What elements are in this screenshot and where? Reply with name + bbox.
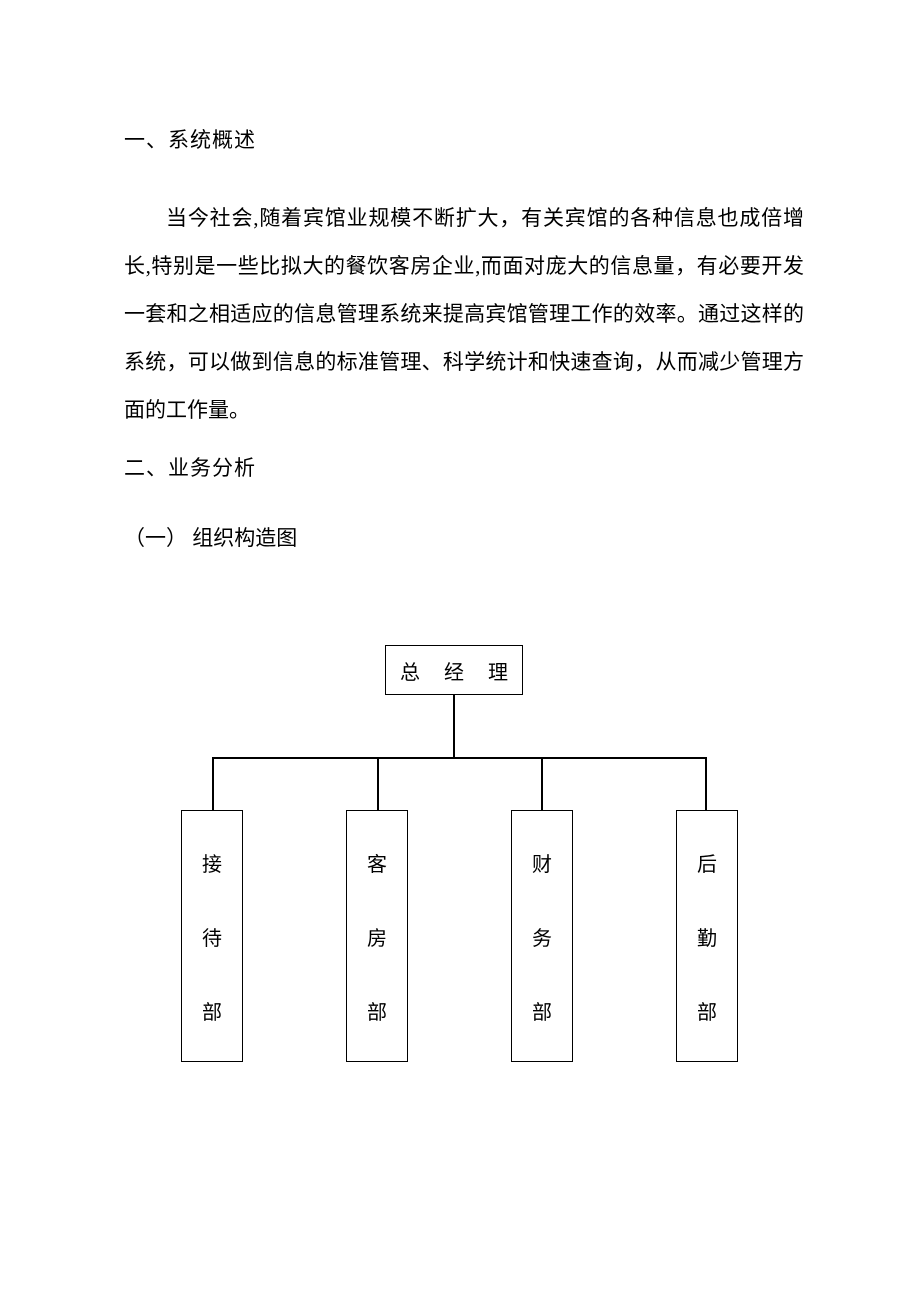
org-child-char: 部 — [697, 996, 717, 1025]
org-child-char: 勤 — [697, 922, 717, 951]
connector-drop-4 — [705, 757, 707, 810]
section-2-sub1: （一） 组织构造图 — [124, 522, 297, 552]
org-root-char-3: 理 — [488, 656, 508, 685]
connector-drop-2 — [377, 757, 379, 810]
section-2-heading: 二、业务分析 — [124, 452, 256, 482]
org-root-char-1: 总 — [400, 656, 420, 685]
org-child-char: 财 — [532, 848, 552, 877]
section-1-heading: 一、系统概述 — [124, 124, 256, 154]
org-child-rooms: 客 房 部 — [346, 810, 408, 1062]
connector-h-bar — [212, 757, 707, 759]
org-child-reception: 接 待 部 — [181, 810, 243, 1062]
connector-drop-3 — [541, 757, 543, 810]
org-child-char: 部 — [202, 996, 222, 1025]
org-child-char: 待 — [202, 922, 222, 951]
document-page: 一、系统概述 当今社会,随着宾馆业规模不断扩大，有关宾馆的各种信息也成倍增长,特… — [0, 0, 920, 1302]
org-child-char: 部 — [532, 996, 552, 1025]
org-child-char: 务 — [532, 922, 552, 951]
org-root-box: 总 经 理 — [385, 645, 523, 695]
section-1-body: 当今社会,随着宾馆业规模不断扩大，有关宾馆的各种信息也成倍增长,特别是一些比拟大… — [124, 194, 804, 434]
connector-root-stem — [453, 695, 455, 757]
org-child-char: 客 — [367, 848, 387, 877]
org-child-char: 接 — [202, 848, 222, 877]
org-child-finance: 财 务 部 — [511, 810, 573, 1062]
org-child-char: 部 — [367, 996, 387, 1025]
org-child-logistics: 后 勤 部 — [676, 810, 738, 1062]
org-child-char: 房 — [367, 922, 387, 951]
org-child-char: 后 — [697, 848, 717, 877]
connector-drop-1 — [212, 757, 214, 810]
org-root-char-2: 经 — [444, 656, 464, 685]
